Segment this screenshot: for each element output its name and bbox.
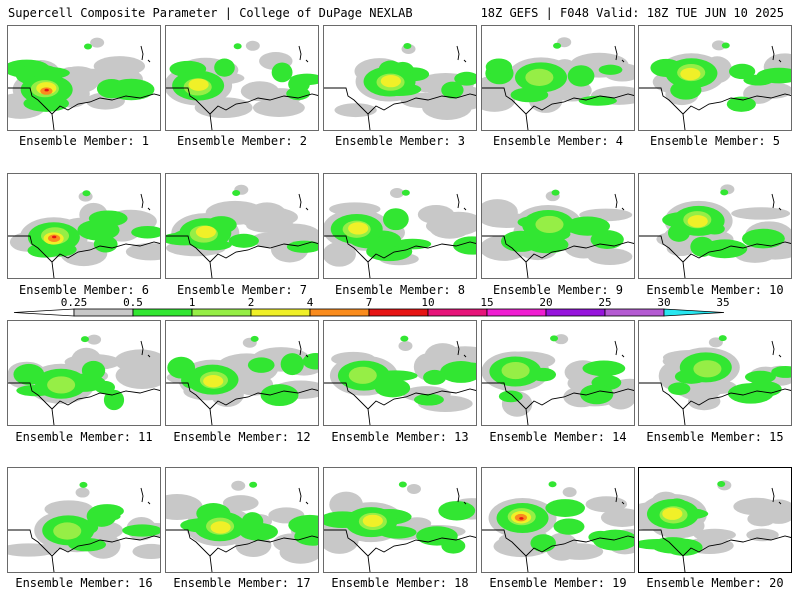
scp-map (324, 187, 476, 278)
valid-time: 18Z GEFS | F048 Valid: 18Z TUE JUN 10 20… (480, 6, 784, 20)
legend-tick-label: 2 (248, 296, 255, 309)
ensemble-panel (165, 25, 319, 131)
ensemble-panel (638, 467, 792, 573)
member-label: Ensemble Member: 9 (492, 283, 624, 297)
scp-map (482, 334, 634, 425)
ensemble-panel (323, 25, 477, 131)
legend-tick-label: 1 (189, 296, 196, 309)
legend-swatch (132, 308, 193, 317)
member-label: Ensemble Member: 13 (331, 430, 469, 444)
scp-map (639, 480, 791, 572)
scp-map (8, 334, 160, 425)
ensemble-panel (7, 173, 161, 279)
member-label: Ensemble Member: 14 (489, 430, 627, 444)
member-label: Ensemble Member: 12 (173, 430, 311, 444)
ensemble-panel (323, 173, 477, 279)
legend-swatch (427, 308, 488, 317)
scp-map (8, 37, 160, 130)
legend-tick-label: 4 (307, 296, 314, 309)
legend-swatch (368, 308, 429, 317)
member-label: Ensemble Member: 20 (646, 576, 784, 590)
legend-tick-label: 25 (598, 296, 611, 309)
legend-swatch (545, 308, 606, 317)
ensemble-panel (323, 320, 477, 426)
member-label: Ensemble Member: 6 (18, 283, 150, 297)
ensemble-panel (7, 467, 161, 573)
scp-map (324, 335, 476, 425)
legend-arrow-low (13, 308, 75, 317)
scp-map (166, 184, 318, 278)
member-label: Ensemble Member: 7 (176, 283, 308, 297)
member-label: Ensemble Member: 17 (173, 576, 311, 590)
scp-map (166, 335, 318, 425)
member-label: Ensemble Member: 19 (489, 576, 627, 590)
ensemble-panel (638, 320, 792, 426)
legend-tick-label: 0.25 (61, 296, 88, 309)
member-label: Ensemble Member: 3 (334, 134, 466, 148)
scp-map (639, 184, 791, 278)
scp-map (166, 40, 318, 130)
ensemble-panel (323, 467, 477, 573)
legend-tick-label: 35 (716, 296, 729, 309)
member-label: Ensemble Member: 11 (15, 430, 153, 444)
legend-swatch (73, 308, 134, 317)
member-label: Ensemble Member: 5 (649, 134, 781, 148)
legend-arrow-high (663, 308, 725, 317)
ensemble-panel (481, 173, 635, 279)
member-label: Ensemble Member: 8 (334, 283, 466, 297)
ensemble-panel (165, 173, 319, 279)
legend-swatch (250, 308, 311, 317)
member-label: Ensemble Member: 2 (176, 134, 308, 148)
ensemble-panel (7, 320, 161, 426)
scp-map (324, 481, 476, 572)
legend-tick-label: 15 (480, 296, 493, 309)
scp-map (482, 189, 634, 278)
ensemble-panel (638, 25, 792, 131)
member-label: Ensemble Member: 16 (15, 576, 153, 590)
legend-swatch (604, 308, 665, 317)
member-label: Ensemble Member: 1 (18, 134, 150, 148)
scp-map (639, 335, 791, 425)
ensemble-panel (481, 320, 635, 426)
legend-swatch (191, 308, 252, 317)
scp-map (8, 481, 160, 572)
legend-tick-label: 20 (539, 296, 552, 309)
scp-map (482, 481, 634, 572)
legend-swatch (309, 308, 370, 317)
scp-map (324, 42, 476, 130)
member-label: Ensemble Member: 10 (646, 283, 784, 297)
ensemble-panel (165, 467, 319, 573)
ensemble-panel (165, 320, 319, 426)
legend-tick-label: 30 (657, 296, 670, 309)
scp-map (166, 480, 318, 572)
chart-title: Supercell Composite Parameter | College … (8, 6, 413, 20)
ensemble-panel (7, 25, 161, 131)
legend-tick-label: 10 (421, 296, 434, 309)
legend-swatch (486, 308, 547, 317)
scp-map (639, 40, 791, 130)
legend-tick-label: 7 (366, 296, 373, 309)
scp-map (482, 37, 634, 130)
ensemble-panel (638, 173, 792, 279)
member-label: Ensemble Member: 4 (492, 134, 624, 148)
member-label: Ensemble Member: 18 (331, 576, 469, 590)
legend-tick-label: 0.5 (123, 296, 143, 309)
ensemble-panel (481, 25, 635, 131)
scp-map (8, 190, 160, 278)
ensemble-panel (481, 467, 635, 573)
color-legend: 0.25 0.5 1 2 4 7 10 15 20 25 30 35 (13, 296, 730, 317)
member-label: Ensemble Member: 15 (646, 430, 784, 444)
